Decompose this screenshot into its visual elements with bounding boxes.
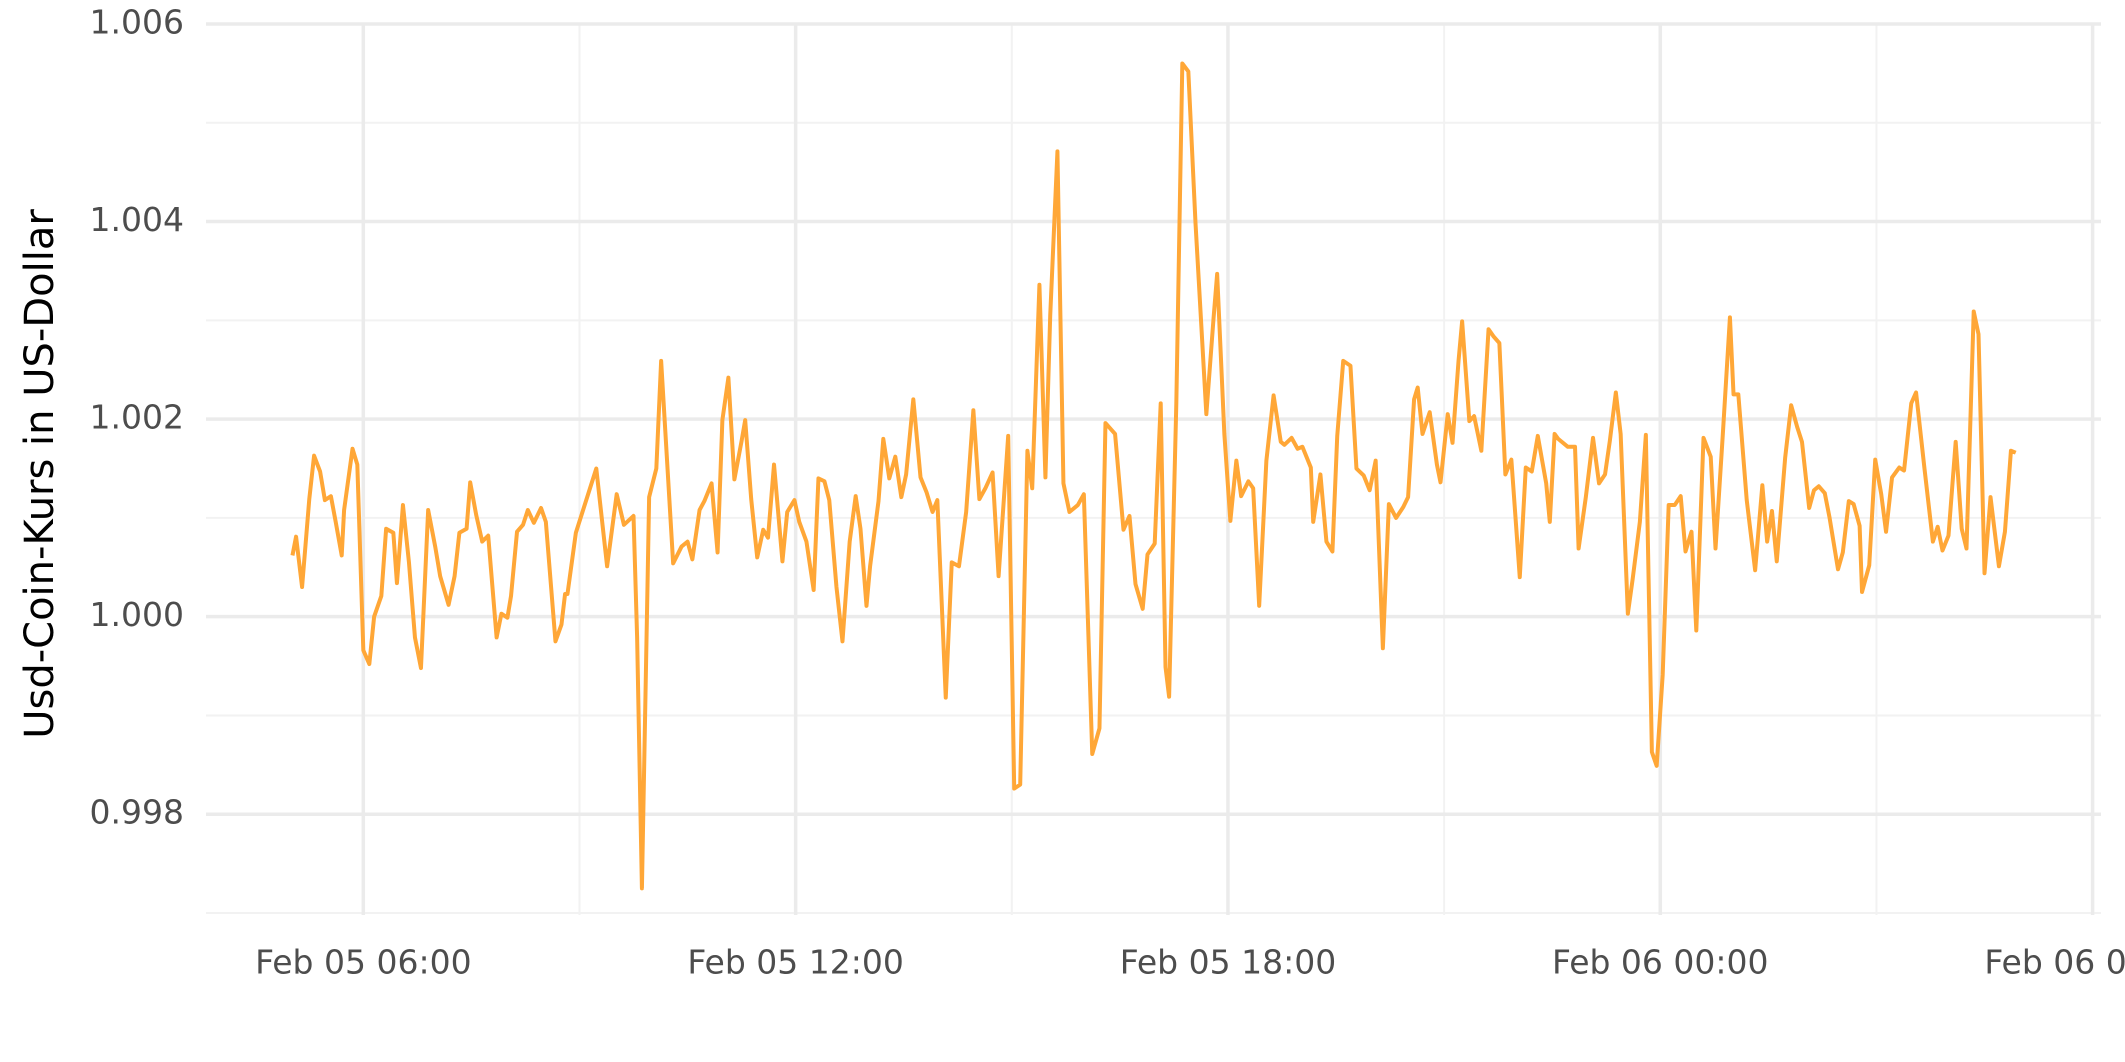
- x-tick-label: Feb 06 06:00: [1984, 943, 2125, 982]
- x-tick-label: Feb 05 12:00: [687, 943, 904, 982]
- y-tick-label: 1.006: [90, 3, 184, 42]
- price-line: [290, 61, 2017, 891]
- y-tick-label: 1.002: [90, 398, 184, 437]
- y-tick-label: 1.000: [90, 595, 184, 634]
- y-tick-label: 0.998: [90, 793, 184, 832]
- y-axis-title: Usd-Coin-Kurs in US-Dollar: [17, 209, 63, 739]
- marks: [290, 61, 2017, 891]
- labels: 0.998 1.000 1.002 1.004 1.006 Feb 05 06:00 Feb…: [90, 3, 2125, 982]
- x-tick-label: Feb 06 00:00: [1552, 943, 1769, 982]
- y-tick-label: 1.004: [90, 200, 184, 239]
- x-tick-label: Feb 05 06:00: [255, 943, 472, 982]
- grid: [206, 22, 2101, 915]
- x-tick-label: Feb 05 18:00: [1120, 943, 1337, 982]
